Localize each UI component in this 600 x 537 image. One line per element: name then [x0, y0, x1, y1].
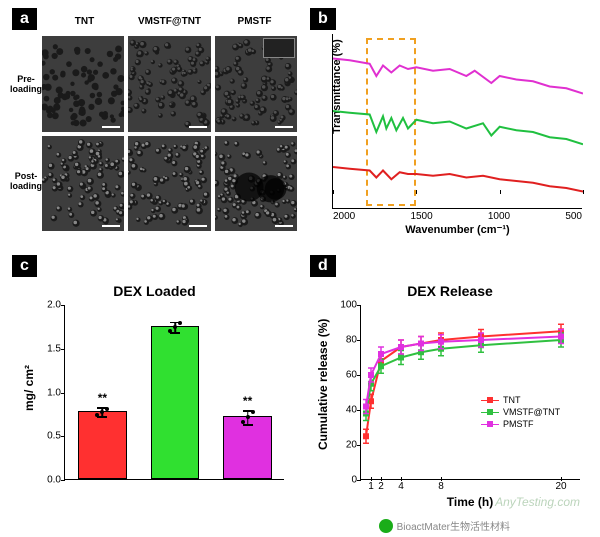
panel-d-label: d: [310, 255, 336, 277]
figure-root: a TNT VMSTF@TNT PMSTF Pre- loading Post-…: [0, 0, 600, 537]
panel-b: b Transmittance (%) Wavenumber (cm⁻¹) 20…: [310, 8, 590, 238]
panel-b-label: b: [310, 8, 336, 30]
sem-image: [215, 36, 297, 132]
sem-image: [42, 36, 124, 132]
bar-TNT: [78, 411, 126, 479]
sem-row-label: Post- loading: [12, 134, 40, 232]
wechat-icon: [379, 519, 393, 533]
sem-image: [42, 136, 124, 232]
rel-yticks: 020406080100: [335, 305, 357, 479]
bar-yticks: 0.00.51.01.52.0: [35, 305, 61, 479]
sem-row-label: Pre- loading: [12, 36, 40, 134]
sem-col-label: PMSTF: [212, 16, 297, 27]
sem-grid: [42, 36, 297, 231]
bar-plot: 0.00.51.01.52.0 TNTVMSTF@TNTPMSTF ****: [64, 305, 284, 480]
ftir-plot: Transmittance (%) Wavenumber (cm⁻¹) 2000…: [332, 34, 582, 209]
ftir-xlabel: Wavenumber (cm⁻¹): [333, 223, 582, 236]
sem-image: [128, 36, 210, 132]
watermark: AnyTesting.com: [495, 495, 580, 509]
ftir-xticks: 200015001000500: [333, 211, 582, 222]
sem-col-label: VMSTF@TNT: [127, 16, 212, 27]
panel-a: a TNT VMSTF@TNT PMSTF Pre- loading Post-…: [12, 8, 297, 238]
panel-a-label: a: [12, 8, 37, 30]
bar-ylabel: mg/ cm²: [22, 365, 36, 411]
sem-col-label: TNT: [42, 16, 127, 27]
sem-row-labels: Pre- loading Post- loading: [12, 36, 40, 231]
sem-image: [215, 136, 297, 232]
bar-VMSTF @TNT: [151, 326, 199, 479]
rel-xticks: 124820: [361, 481, 580, 495]
rel-ylabel: Cumulative release (%): [316, 319, 330, 450]
panel-c: c DEX Loaded mg/ cm² 0.00.51.01.52.0 TNT…: [12, 255, 297, 525]
wechat-text: BioactMater生物活性材料: [397, 518, 510, 533]
sem-image: [128, 136, 210, 232]
release-plot: 020406080100 124820 TNTVMSTF@TNTPMSTF: [360, 305, 580, 480]
panel-d: d DEX Release Cumulative release (%) Tim…: [310, 255, 590, 525]
sem-col-labels: TNT VMSTF@TNT PMSTF: [42, 16, 297, 27]
bar-title: DEX Loaded: [12, 283, 297, 299]
wechat-caption: BioactMater生物活性材料: [379, 518, 510, 533]
panel-c-label: c: [12, 255, 37, 277]
rel-title: DEX Release: [310, 283, 590, 299]
